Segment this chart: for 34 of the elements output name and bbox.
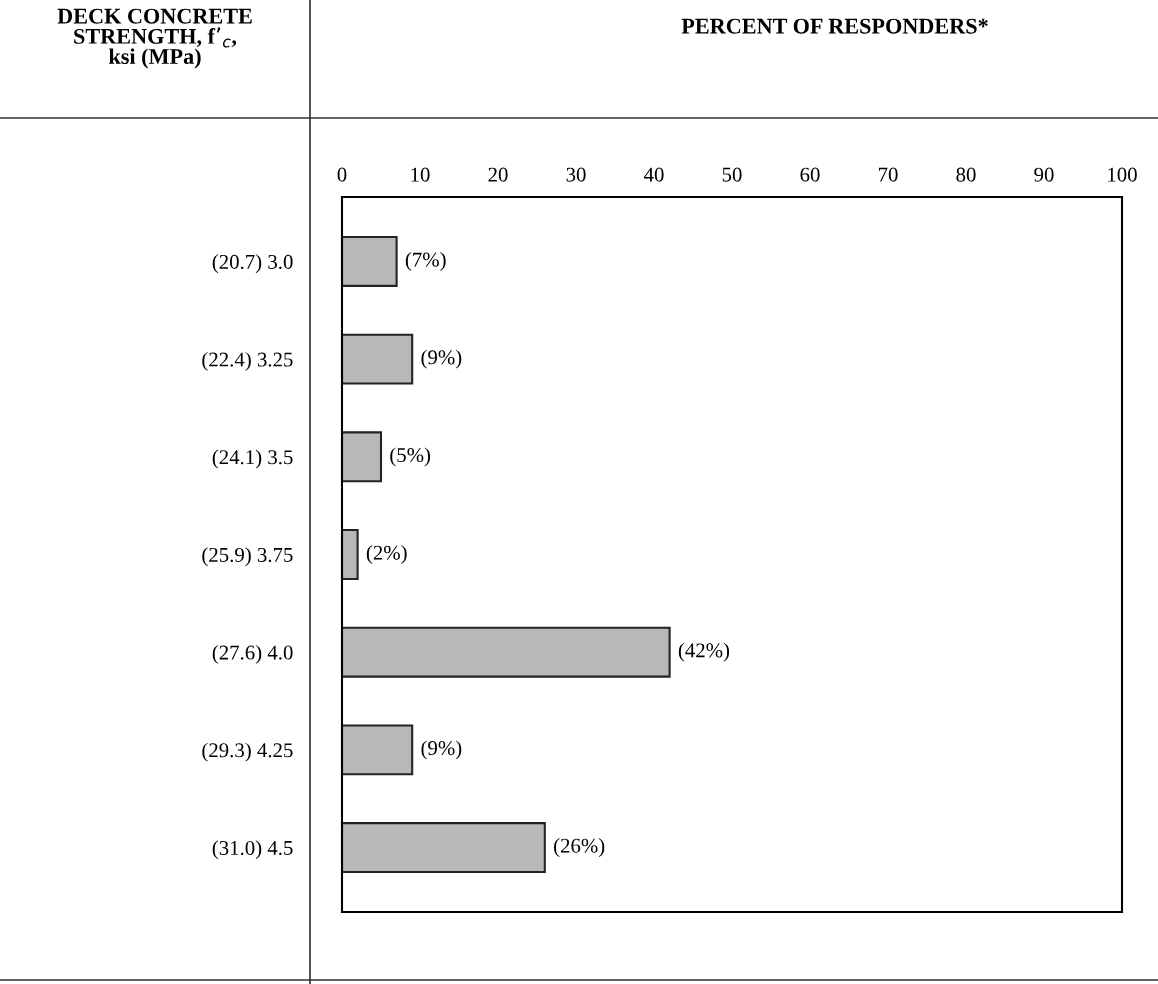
bar — [342, 529, 359, 580]
data-label: (2%) — [366, 545, 407, 564]
bar — [342, 333, 414, 385]
y-tick-label: (25.9) 3.75 — [202, 547, 293, 567]
y-tick-label: (27.6) 4.0 — [212, 644, 293, 664]
x-tick-label: 70 — [878, 167, 898, 182]
bar — [342, 626, 671, 678]
x-tick-label: 10 — [411, 167, 430, 182]
bar — [342, 822, 546, 873]
data-label: (7%) — [405, 252, 446, 271]
x-tick-label: 0 — [337, 167, 347, 182]
x-tick-label: 40 — [643, 167, 664, 182]
y-tick-label: (29.3) 4.25 — [202, 742, 293, 762]
x-tick-label: 80 — [956, 167, 976, 182]
data-label: (26%) — [554, 838, 605, 857]
y-tick-label: (22.4) 3.25 — [202, 351, 293, 371]
bar — [342, 236, 398, 287]
text: DECK CONCRETE STRENGTH, f’$_{c}$, ksi (MPa) — [57, 8, 252, 69]
x-tick-label: 20 — [488, 167, 508, 182]
chart-title: PERCENT OF RESPONDERS* — [681, 18, 988, 34]
data-label: (9%) — [421, 740, 462, 760]
y-tick-label: (24.1) 3.5 — [212, 449, 293, 469]
x-tick-label: 60 — [800, 167, 820, 182]
data-label: (42%) — [678, 642, 730, 662]
x-tick-label: 50 — [722, 167, 742, 182]
x-tick-label: 30 — [566, 167, 586, 182]
data-label: (5%) — [390, 447, 431, 467]
bar — [342, 724, 414, 776]
y-tick-label: (31.0) 4.5 — [212, 840, 293, 860]
data-label: (9%) — [421, 349, 462, 369]
x-tick-label: 90 — [1034, 167, 1054, 182]
x-tick-label: 100 — [1108, 167, 1137, 182]
bar — [342, 431, 383, 483]
y-tick-label: (20.7) 3.0 — [212, 254, 293, 274]
